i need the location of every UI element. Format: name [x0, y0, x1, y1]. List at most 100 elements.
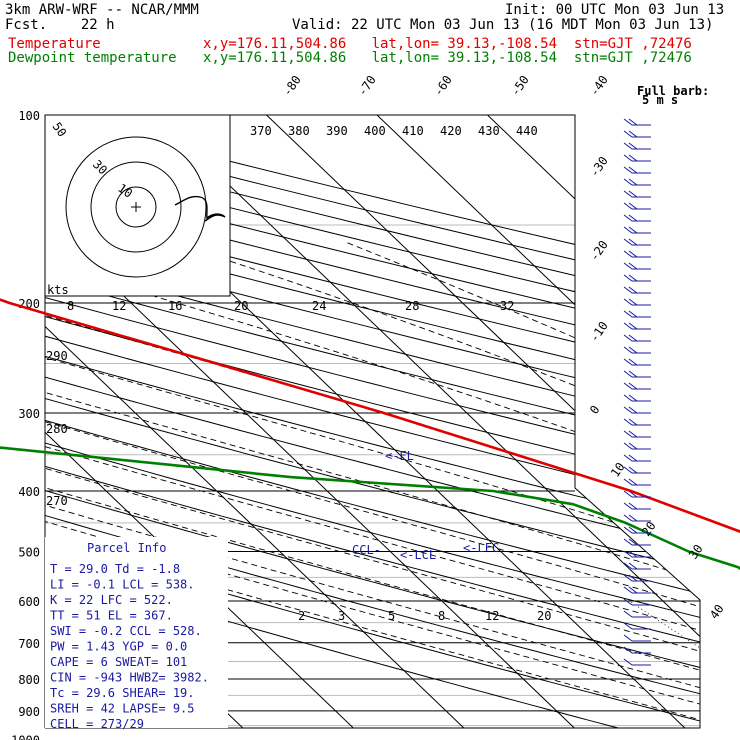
moist-adiabat [45, 438, 700, 728]
hodograph-speed-label: 24 [312, 299, 326, 313]
wind-barb [628, 130, 638, 138]
isotherm-label: -50 [508, 73, 532, 99]
wind-barb [628, 442, 638, 450]
wind-barb [623, 238, 633, 246]
wind-barb [623, 514, 633, 522]
wind-barb [623, 634, 633, 642]
dry-adiabat [45, 115, 700, 728]
wind-barb [628, 238, 638, 246]
wind-barb [628, 190, 638, 198]
wind-legend-units: 5 m s [642, 93, 678, 107]
wind-barb [628, 586, 638, 594]
wind-barb [628, 250, 638, 258]
wind-barb [623, 646, 633, 654]
parcel-info-title: Parcel Info [87, 541, 166, 555]
wind-barb [623, 562, 633, 570]
wind-legend-title: Full barb: [637, 84, 709, 98]
isotherm [45, 115, 491, 728]
wind-barb [623, 658, 633, 666]
theta-label: 370 [250, 124, 272, 138]
wind-barb [623, 526, 633, 534]
isotherm [424, 115, 700, 728]
theta-label: 380 [288, 124, 310, 138]
parcel-info-row: PW = 1.43 YGP = 0.0 [50, 640, 187, 654]
theta-label: 280 [46, 422, 68, 436]
parcel-info-row: SREH = 42 LAPSE= 9.5 [50, 702, 195, 716]
wind-barb [623, 190, 633, 198]
parcel-info-row: K = 22 LFC = 522. [50, 593, 173, 607]
wind-barb [623, 442, 633, 450]
isotherm [45, 115, 380, 728]
forecast-hour: Fcst. 22 h [5, 17, 115, 33]
hodograph-ring [115, 186, 157, 228]
wind-barb [623, 586, 633, 594]
pressure-tick-label: 900 [18, 705, 40, 719]
wind-barb [623, 418, 633, 426]
pressure-axis: 1002003004005006007008009001000 [11, 109, 701, 740]
wind-barb [623, 430, 633, 438]
dry-adiabat [45, 115, 700, 728]
wind-barb [623, 214, 633, 222]
wind-barb [628, 454, 638, 462]
theta-label: 420 [440, 124, 462, 138]
wind-barbs [623, 118, 651, 666]
wind-barb [628, 142, 638, 150]
wind-barb [628, 262, 638, 270]
wind-barb [623, 358, 633, 366]
chart-frame [44, 114, 701, 729]
mixing-ratio-label: 5 [388, 609, 395, 623]
wind-barb [623, 502, 633, 510]
wind-barb [623, 406, 633, 414]
wind-barb [623, 478, 633, 486]
wind-barb [623, 574, 633, 582]
model-title: 3km ARW-WRF -- NCAR/MMM [5, 2, 199, 18]
hodograph-speed-label: 16 [168, 299, 182, 313]
theta-label: 430 [478, 124, 500, 138]
theta-label: 440 [516, 124, 538, 138]
wind-barb [623, 118, 633, 126]
wind-barb [623, 394, 633, 402]
wind-barb [628, 322, 638, 330]
wind-barb [623, 142, 633, 150]
moist-adiabat [45, 465, 700, 728]
isotherm [203, 115, 700, 728]
hodograph-speed-label: 28 [405, 299, 419, 313]
wind-barb [623, 298, 633, 306]
theta-label: 400 [364, 124, 386, 138]
parcel-info-row: Tc = 29.6 SHEAR= 19. [50, 686, 195, 700]
wind-barb [623, 334, 633, 342]
wind-barb [628, 478, 638, 486]
isotherm [645, 115, 700, 728]
hodograph-units: kts [47, 283, 69, 297]
dry-adiabat [45, 115, 700, 728]
wind-barb [628, 154, 638, 162]
parcel-info-row: TT = 51 EL = 367. [50, 609, 173, 623]
wind-barb [628, 358, 638, 366]
init-time: Init: 00 UTC Mon 03 Jun 13 [505, 2, 725, 18]
temperature-location: x,y=176.11,504.86 lat,lon= 39.13,-108.54… [203, 36, 692, 52]
parcel-info-panel: Parcel Info T = 29.0 Td = -1.8 LI = -0.1 L… [45, 537, 228, 731]
theta-label: 270 [46, 494, 68, 508]
wind-barb [628, 394, 638, 402]
wind-barb [623, 454, 633, 462]
isotherm-label: -80 [280, 73, 304, 99]
moist-adiabat [45, 373, 700, 728]
parcel-info-row: CELL = 273/29 [50, 717, 144, 731]
isotherm [313, 115, 700, 728]
dry-adiabat [45, 115, 700, 728]
wind-barb [628, 466, 638, 474]
dry-adiabat [45, 115, 700, 728]
wind-barb [623, 286, 633, 294]
wind-barb [628, 118, 638, 126]
level-annotation: CCL- [352, 543, 381, 557]
wind-barb [628, 490, 638, 498]
mixing-ratio-label: 2 [298, 609, 305, 623]
isotherm-label: -30 [587, 154, 611, 180]
wind-barb [628, 334, 638, 342]
pressure-tick-label: 300 [18, 407, 40, 421]
mixing-ratio-line [719, 601, 740, 740]
parcel-info-row: CAPE = 6 SWEAT= 101 [50, 655, 187, 669]
hodograph-ring-label: 50 [50, 120, 70, 140]
hodograph-trace [174, 195, 226, 222]
